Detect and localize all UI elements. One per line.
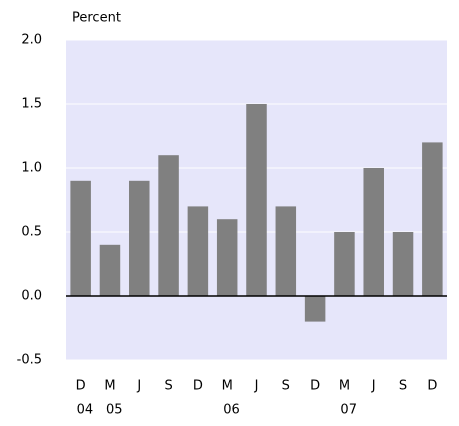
y-tick-label: 2.0 — [21, 33, 42, 48]
y-tick-label: -0.5 — [17, 353, 42, 368]
y-tick-label: 1.5 — [21, 97, 42, 112]
bar — [70, 180, 91, 296]
bar — [129, 180, 150, 296]
bar — [246, 104, 267, 296]
x-tick-label: S — [164, 379, 172, 394]
bar — [158, 155, 179, 296]
x-tick-label: D — [193, 379, 203, 394]
x-tick-label: M — [339, 379, 350, 394]
x-tick-label: S — [399, 379, 407, 394]
bar — [216, 219, 238, 296]
bar — [99, 244, 121, 296]
x-tick-label: J — [371, 379, 376, 394]
x-tick-label: J — [254, 379, 259, 394]
x-tick-label: D — [76, 379, 86, 394]
bar — [187, 206, 209, 296]
x-tick-label: S — [282, 379, 290, 394]
x-year-label: 07 — [340, 403, 357, 418]
bar — [392, 232, 414, 296]
x-tick-label: D — [427, 379, 437, 394]
bar — [363, 168, 384, 296]
x-tick-label: M — [104, 379, 115, 394]
x-year-label: 06 — [223, 403, 240, 418]
x-tick-label: M — [222, 379, 233, 394]
bar — [334, 232, 355, 296]
bar — [275, 206, 297, 296]
y-tick-label: 0.5 — [21, 225, 42, 240]
bar — [304, 296, 326, 322]
y-tick-label: 0.0 — [21, 289, 42, 304]
x-year-label: 05 — [106, 403, 123, 418]
bar — [422, 142, 443, 296]
x-tick-label: D — [310, 379, 320, 394]
y-tick-label: 1.0 — [21, 161, 42, 176]
y-axis-label: Percent — [72, 11, 121, 26]
x-year-label: 04 — [77, 403, 94, 418]
x-tick-label: J — [136, 379, 141, 394]
